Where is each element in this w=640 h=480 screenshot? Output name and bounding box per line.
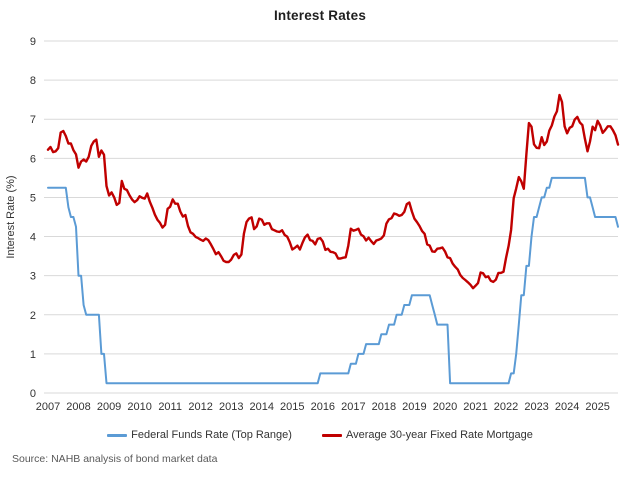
x-tick-label-2016: 2016: [311, 401, 335, 413]
series-line-mortgage-rate: [46, 93, 620, 290]
x-tick-label-2015: 2015: [280, 401, 304, 413]
y-tick-label-2: 2: [30, 310, 36, 322]
y-tick-label-9: 9: [30, 36, 36, 48]
y-tick-label-3: 3: [30, 271, 36, 283]
y-tick-label-0: 0: [30, 388, 36, 400]
series-line-federal-funds: [47, 176, 619, 385]
x-tick-label-2012: 2012: [188, 401, 212, 413]
x-tick-label-2025: 2025: [585, 401, 609, 413]
x-tick-label-2020: 2020: [433, 401, 457, 413]
x-tick-label-2024: 2024: [555, 401, 579, 413]
y-axis-title: Interest Rate (%): [5, 175, 17, 258]
legend-item-federal-funds: Federal Funds Rate (Top Range): [107, 429, 292, 441]
x-tick-label-2023: 2023: [524, 401, 548, 413]
legend: Federal Funds Rate (Top Range) Average 3…: [0, 429, 640, 441]
x-tick-label-2007: 2007: [36, 401, 60, 413]
x-tick-label-2014: 2014: [250, 401, 274, 413]
x-tick-label-2013: 2013: [219, 401, 243, 413]
federal-funds-line-swatch: [107, 433, 128, 437]
y-tick-label-5: 5: [30, 192, 36, 204]
x-tick-label-2008: 2008: [66, 401, 90, 413]
legend-item-mortgage-rate: Average 30-year Fixed Rate Mortgage: [321, 429, 533, 441]
chart-title: Interest Rates: [273, 8, 367, 23]
federal-funds-legend-label: Federal Funds Rate (Top Range): [131, 429, 292, 441]
x-tick-label-2021: 2021: [463, 401, 487, 413]
y-tick-label-4: 4: [30, 232, 36, 244]
x-tick-label-2018: 2018: [372, 401, 396, 413]
x-tick-label-2022: 2022: [494, 401, 518, 413]
x-tick-label-2011: 2011: [158, 401, 182, 413]
source-note: Source: NAHB analysis of bond market dat…: [12, 453, 218, 465]
y-tick-label-6: 6: [30, 153, 36, 165]
x-tick-label-2019: 2019: [402, 401, 426, 413]
x-tick-label-2017: 2017: [341, 401, 365, 413]
x-tick-label-2010: 2010: [127, 401, 151, 413]
y-tick-label-1: 1: [30, 349, 36, 361]
y-tick-label-7: 7: [30, 114, 36, 126]
x-tick-label-2009: 2009: [97, 401, 121, 413]
y-tick-label-8: 8: [30, 75, 36, 87]
mortgage-rate-legend-label: Average 30-year Fixed Rate Mortgage: [345, 429, 533, 441]
mortgage-rate-line-swatch: [321, 433, 342, 437]
